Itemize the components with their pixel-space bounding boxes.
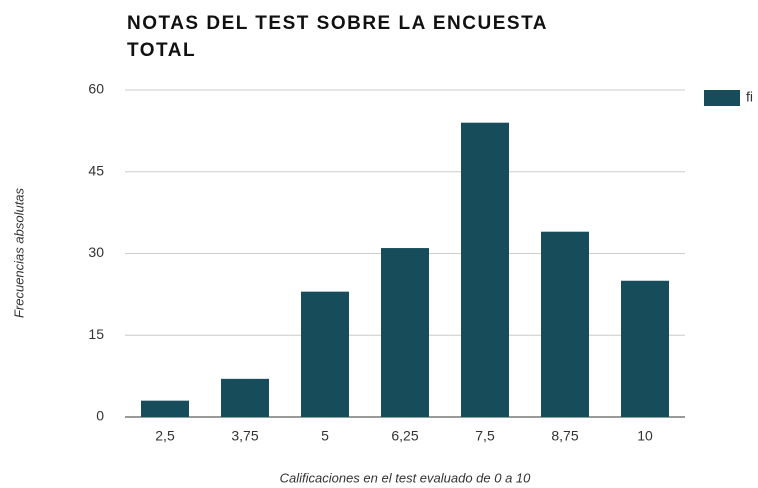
x-tick-label: 6,25 — [391, 428, 418, 444]
y-axis-title: Frecuencias absolutas — [11, 187, 26, 318]
x-tick-label: 2,5 — [155, 428, 175, 444]
x-tick-label: 7,5 — [475, 428, 495, 444]
bar — [621, 280, 669, 417]
x-tick-label: 8,75 — [551, 428, 578, 444]
bar — [141, 400, 189, 417]
bar — [461, 122, 509, 417]
bar — [221, 378, 269, 417]
bar — [301, 291, 349, 417]
legend-label: fi — [746, 89, 753, 105]
legend-swatch — [704, 90, 740, 106]
bar — [541, 231, 589, 417]
x-tick-label: 10 — [637, 428, 653, 444]
y-tick-label: 45 — [88, 162, 104, 178]
x-tick-label: 5 — [321, 428, 329, 444]
y-tick-label: 15 — [88, 326, 104, 342]
chart-title: NOTAS DEL TEST SOBRE LA ENCUESTA TOTAL — [127, 13, 548, 61]
bar — [381, 248, 429, 417]
x-tick-label: 3,75 — [231, 428, 258, 444]
y-tick-label: 0 — [96, 408, 104, 424]
x-axis-title: Calificaciones en el test evaluado de 0 … — [280, 470, 532, 485]
y-tick-label: 30 — [88, 244, 104, 260]
y-tick-label: 60 — [88, 81, 104, 97]
